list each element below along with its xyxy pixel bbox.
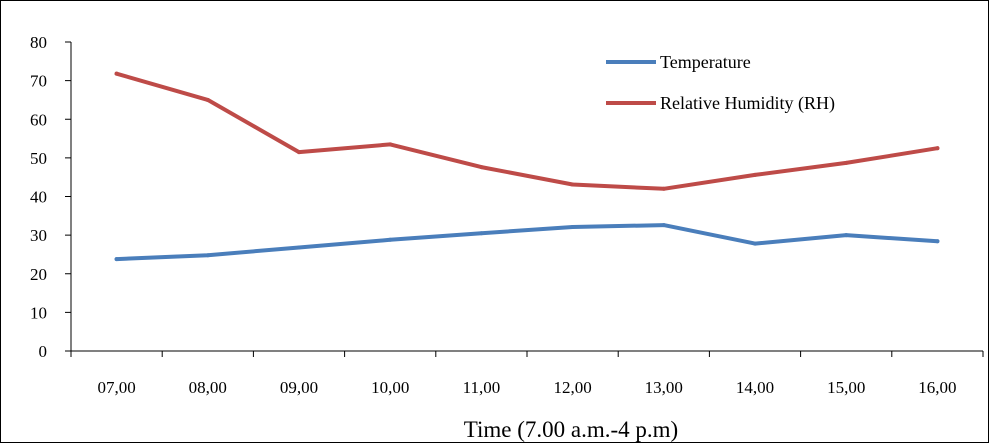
x-tick-label: 16,00	[918, 378, 956, 397]
data-point	[479, 165, 484, 170]
y-tick-label: 60	[30, 110, 47, 129]
data-point	[844, 233, 849, 238]
x-tick-label: 10,00	[371, 378, 409, 397]
data-point	[205, 97, 210, 102]
y-tick-label: 70	[30, 72, 47, 91]
x-tick-label: 07,00	[97, 378, 135, 397]
data-point	[753, 241, 757, 246]
x-tick-label: 09,00	[280, 378, 318, 397]
data-point	[661, 186, 666, 191]
data-point	[753, 172, 757, 177]
y-tick-label: 30	[30, 226, 47, 245]
data-point	[205, 253, 210, 258]
data-point	[388, 237, 393, 242]
data-point	[570, 225, 575, 230]
data-point	[388, 142, 393, 147]
data-point	[114, 71, 119, 76]
y-axis-ticks: 0 10 20 30 40 50 60 70 80	[30, 33, 71, 361]
y-tick-label: 80	[30, 33, 47, 52]
data-point	[570, 182, 575, 187]
y-tick-label: 10	[30, 303, 47, 322]
x-tick-label: 08,00	[189, 378, 227, 397]
chart-axes	[70, 42, 983, 352]
data-point	[935, 239, 940, 244]
x-axis-ticks: 07,00 08,00 09,00 10,00 11,00 12,00 13,00 14,00…	[70, 351, 984, 397]
x-tick-label: 11,00	[463, 378, 501, 397]
data-point	[935, 146, 940, 151]
data-point	[114, 257, 119, 262]
x-axis-title: Time (7.00 a.m.-4 p.m)	[464, 417, 678, 442]
x-tick-label: 13,00	[645, 378, 683, 397]
legend-label: Temperature	[660, 52, 751, 72]
x-tick-label: 12,00	[553, 378, 591, 397]
y-tick-label: 20	[30, 265, 47, 284]
data-point	[297, 245, 301, 250]
data-point	[844, 160, 849, 165]
x-tick-label: 15,00	[827, 378, 865, 397]
series-line-relative-humidity	[114, 71, 940, 191]
series-lines	[114, 71, 940, 262]
legend: Temperature Relative Humidity (RH)	[606, 52, 835, 114]
y-tick-label: 0	[39, 342, 48, 361]
x-tick-label: 14,00	[736, 378, 774, 397]
y-tick-label: 50	[30, 149, 47, 168]
data-point	[479, 231, 484, 236]
data-point	[661, 223, 666, 228]
series-line-temperature	[114, 223, 940, 262]
legend-label: Relative Humidity (RH)	[660, 93, 835, 114]
data-point	[297, 150, 301, 155]
y-tick-label: 40	[30, 188, 47, 207]
